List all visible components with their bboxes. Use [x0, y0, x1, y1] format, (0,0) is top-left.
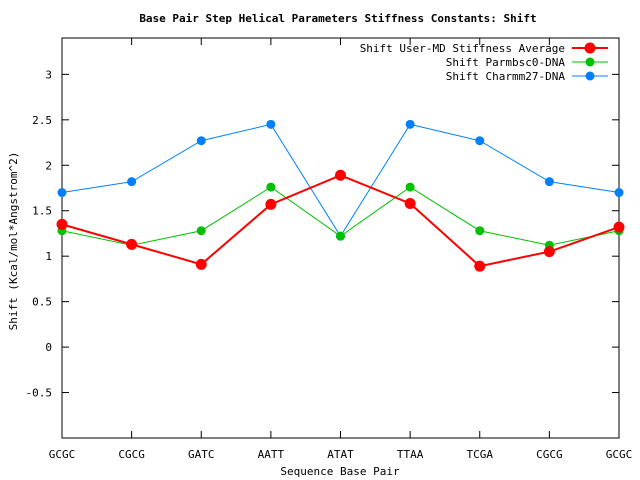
y-tick-label: -0.5: [26, 387, 53, 400]
legend-marker: [585, 57, 595, 67]
data-point: [127, 177, 137, 187]
legend-marker: [584, 42, 596, 54]
x-tick-label: GCGC: [606, 448, 633, 461]
data-point: [475, 136, 485, 146]
data-point: [266, 119, 276, 129]
legend-label: Shift Charmm27-DNA: [446, 70, 566, 83]
y-tick-label: 1: [45, 250, 52, 263]
x-tick-label: TTAA: [397, 448, 424, 461]
x-tick-label: ATAT: [327, 448, 354, 461]
data-point: [57, 188, 67, 198]
y-tick-label: 1.5: [32, 205, 52, 218]
data-point: [614, 188, 624, 198]
data-point: [404, 197, 416, 209]
y-tick-label: 2: [45, 159, 52, 172]
data-point: [613, 221, 625, 233]
x-tick-label: CGCG: [118, 448, 145, 461]
legend-label: Shift User-MD Stiffness Average: [360, 42, 565, 55]
chart-title: Base Pair Step Helical Parameters Stiffn…: [139, 12, 536, 25]
data-point: [265, 198, 277, 210]
y-tick-label: 3: [45, 68, 52, 81]
data-point: [126, 238, 138, 250]
data-point: [196, 226, 206, 236]
data-point: [195, 258, 207, 270]
series-line-0: [61, 174, 620, 268]
y-axis-label: Shift (Kcal/mol*Angstrom^2): [7, 152, 20, 331]
x-tick-label: AATT: [258, 448, 285, 461]
data-point: [336, 231, 345, 241]
y-tick-label: 2.5: [32, 114, 52, 127]
y-tick-label: 0: [45, 341, 52, 354]
x-tick-label: TCGA: [467, 448, 494, 461]
data-point: [266, 182, 276, 192]
legend-label: Shift Parmbsc0-DNA: [446, 56, 566, 69]
data-point: [474, 260, 486, 272]
x-tick-label: GCGC: [49, 448, 76, 461]
x-tick-label: CGCG: [536, 448, 563, 461]
data-point: [196, 136, 206, 146]
data-point: [56, 218, 68, 230]
data-point: [544, 177, 554, 187]
legend-marker: [585, 71, 595, 81]
data-point: [475, 226, 485, 236]
y-tick-label: 0.5: [32, 296, 52, 309]
data-point: [335, 169, 346, 181]
data-point: [543, 246, 555, 258]
x-tick-label: GATC: [188, 448, 215, 461]
x-axis-label: Sequence Base Pair: [280, 465, 400, 478]
data-point: [405, 182, 415, 192]
data-point: [405, 119, 415, 129]
